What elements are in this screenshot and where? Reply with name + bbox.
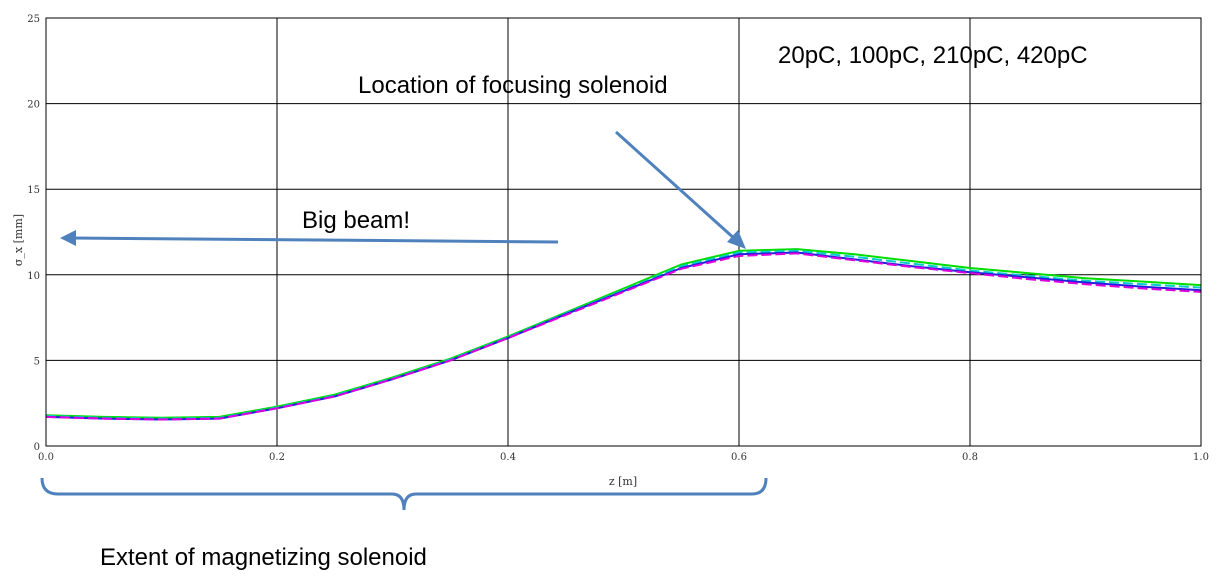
series-line-100pc [45, 249, 1202, 420]
series-lines [45, 248, 1202, 421]
x-tick-label: 0.4 [500, 452, 516, 463]
y-tick-label: 15 [27, 185, 40, 196]
tick-labels: 0.0 0.2 0.4 0.6 0.8 1.0 0 5 10 15 20 25 [27, 14, 1209, 463]
plot-frame [45, 17, 1202, 447]
y-tick-label: 25 [27, 14, 40, 25]
x-tick-label: 1.0 [1193, 452, 1209, 463]
big-beam-arrow [60, 230, 559, 246]
x-tick-label: 0.2 [269, 452, 285, 463]
focusing-solenoid-arrow [614, 130, 746, 249]
y-tick-label: 10 [27, 271, 40, 282]
x-tick-label: 0.8 [962, 452, 978, 463]
series-line-210pc [45, 251, 1202, 421]
annotation-magnetizing-solenoid: Extent of magnetizing solenoid [100, 544, 427, 571]
series-line-420pc [45, 252, 1202, 421]
x-tick-label: 0.0 [38, 452, 54, 463]
y-tick-label: 20 [27, 100, 40, 111]
y-tick-label: 5 [34, 356, 40, 367]
annotation-big-beam: Big beam! [302, 207, 410, 234]
x-tick-label: 0.6 [731, 452, 747, 463]
magnetizing-solenoid-bracket [40, 477, 768, 511]
x-axis-label: z [m] [609, 475, 637, 488]
series-line-20pc [45, 248, 1202, 419]
annotation-focusing-solenoid: Location of focusing solenoid [358, 72, 668, 99]
y-axis-label: σ_x [mm] [12, 214, 25, 266]
y-tick-label: 0 [34, 442, 40, 453]
legend-text: 20pC, 100pC, 210pC, 420pC [778, 42, 1088, 69]
